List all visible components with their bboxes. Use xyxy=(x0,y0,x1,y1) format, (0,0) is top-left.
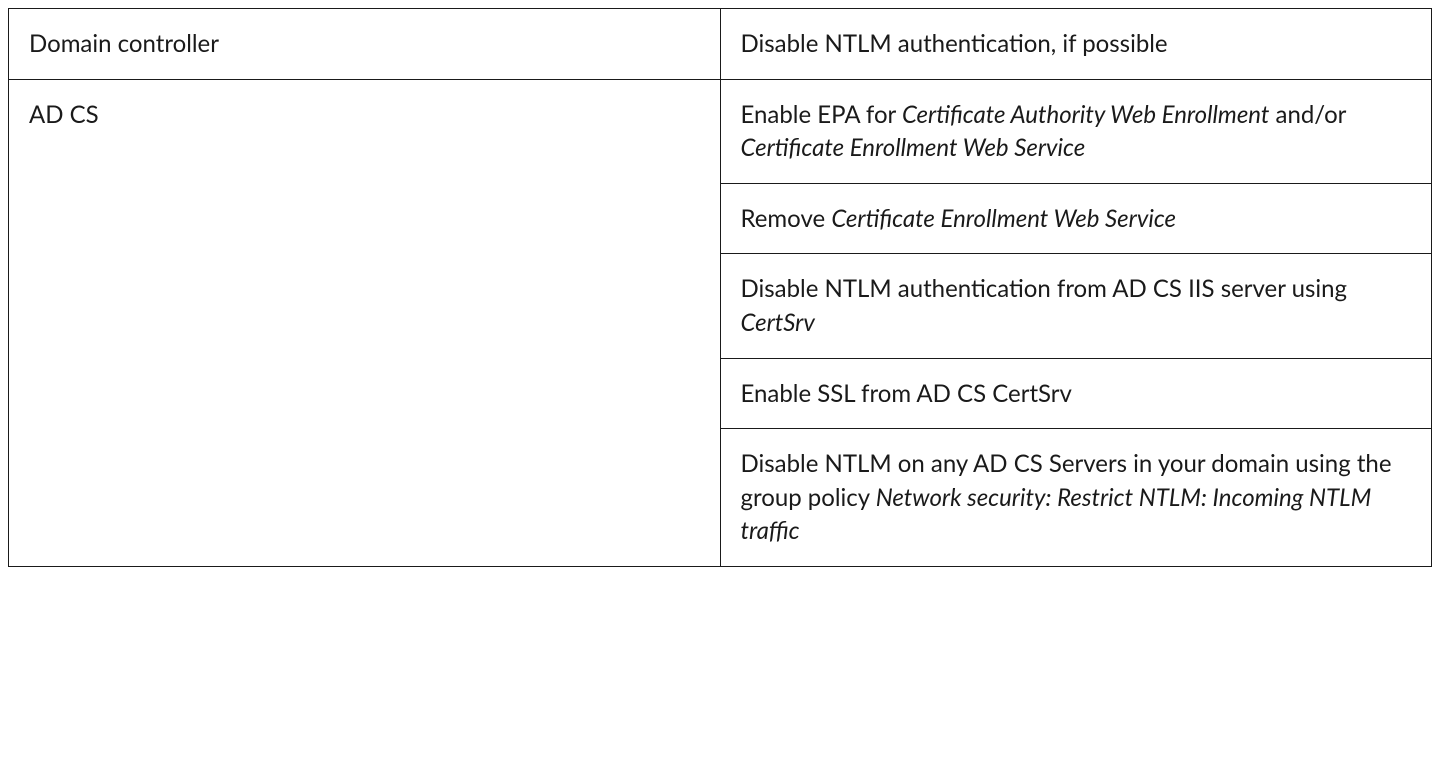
plain-text: and/or xyxy=(1269,100,1346,129)
mitigation-cell: Remove Certificate Enrollment Web Servic… xyxy=(720,183,1432,254)
italic-text: Certificate Enrollment Web Service xyxy=(831,204,1176,233)
component-label: Domain controller xyxy=(29,29,219,58)
italic-text: Certificate Authority Web Enrollment xyxy=(902,100,1269,129)
plain-text: Enable SSL from AD CS CertSrv xyxy=(741,379,1072,408)
plain-text: Disable NTLM authentication, if possible xyxy=(741,29,1168,58)
plain-text: Enable EPA for xyxy=(741,100,902,129)
mitigation-cell: Enable EPA for Certificate Authority Web… xyxy=(720,79,1432,183)
component-cell: Domain controller xyxy=(9,9,721,80)
italic-text: CertSrv xyxy=(741,308,815,337)
table-body: Domain controller Disable NTLM authentic… xyxy=(9,9,1432,567)
table-row: AD CS Enable EPA for Certificate Authori… xyxy=(9,79,1432,183)
component-cell: AD CS xyxy=(9,79,721,566)
plain-text: Remove xyxy=(741,204,832,233)
mitigation-cell: Disable NTLM on any AD CS Servers in you… xyxy=(720,429,1432,567)
mitigations-table: Domain controller Disable NTLM authentic… xyxy=(8,8,1432,567)
table-row: Domain controller Disable NTLM authentic… xyxy=(9,9,1432,80)
mitigation-cell: Disable NTLM authentication from AD CS I… xyxy=(720,254,1432,358)
mitigation-cell: Disable NTLM authentication, if possible xyxy=(720,9,1432,80)
component-label: AD CS xyxy=(29,100,99,129)
plain-text: Disable NTLM authentication from AD CS I… xyxy=(741,274,1348,303)
mitigation-cell: Enable SSL from AD CS CertSrv xyxy=(720,358,1432,429)
italic-text: Certificate Enrollment Web Service xyxy=(741,133,1086,162)
